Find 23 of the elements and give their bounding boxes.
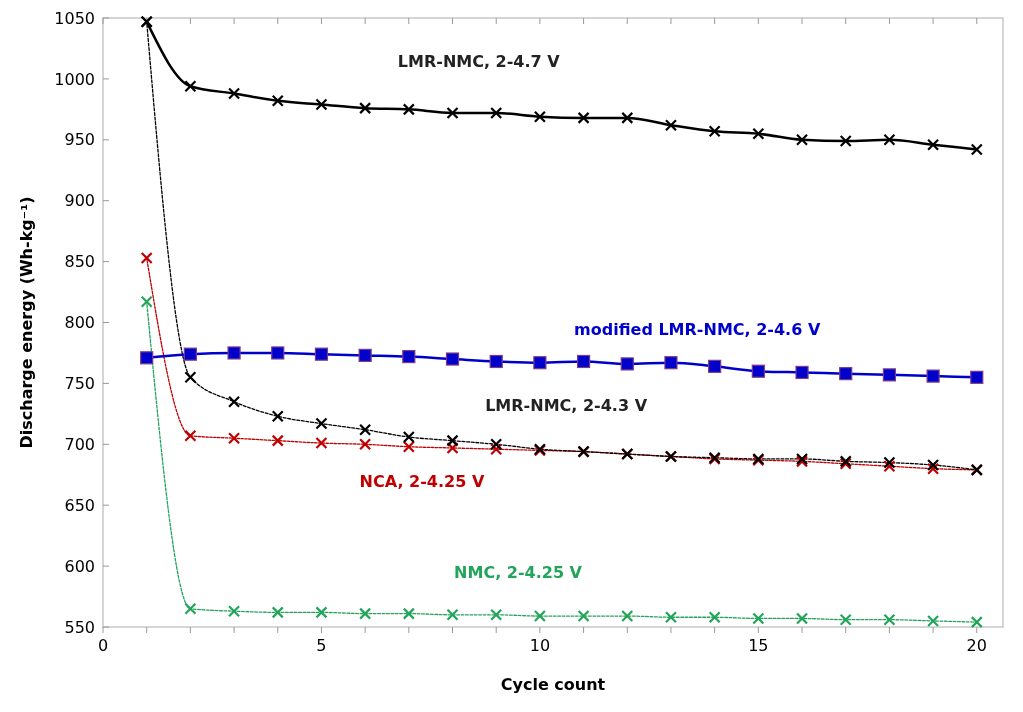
y-tick-label: 700: [64, 434, 95, 454]
series-label: LMR-NMC, 2-4.3 V: [485, 396, 648, 416]
y-tick-label: 650: [64, 495, 95, 515]
x-tick-label: 10: [529, 636, 551, 655]
y-tick-label: 800: [64, 313, 95, 333]
x-tick-label: 5: [316, 636, 327, 655]
y-tick-label: 850: [64, 252, 95, 272]
y-tick-label: 900: [64, 191, 95, 211]
y-tick-label: 950: [64, 130, 95, 150]
y-tick-label: 550: [64, 617, 95, 637]
y-axis-title: Discharge energy (Wh-kg⁻¹): [17, 196, 36, 449]
y-tick-label: 600: [64, 556, 95, 576]
x-tick-label: 15: [748, 636, 769, 655]
series-label: modified LMR-NMC, 2-4.6 V: [574, 319, 821, 339]
y-tick-label: 750: [64, 374, 95, 393]
x-tick-label: 0: [97, 636, 109, 655]
y-tick-label: 1000: [54, 69, 95, 89]
x-tick-label: 20: [966, 636, 987, 655]
y-tick-label: 1050: [54, 8, 95, 28]
x-axis-title: Cycle count: [500, 675, 606, 694]
text: LMR-NMC, 2-4.7 V: [397, 51, 561, 71]
series-label: NCA, 2-4.25 V: [359, 471, 485, 491]
series-label: NMC, 2-4.25 V: [454, 563, 583, 583]
